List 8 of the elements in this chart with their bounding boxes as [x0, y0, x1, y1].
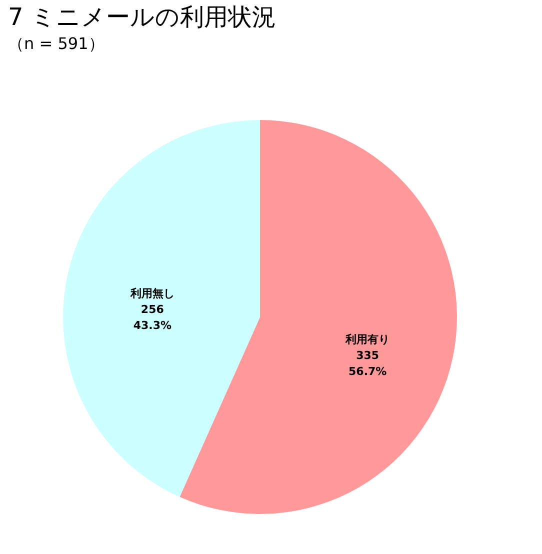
slice-label: 利用無し: [129, 287, 174, 300]
slice-label: 利用有り: [344, 332, 390, 346]
data-label: 335 56.7%: [348, 348, 387, 378]
data-label: 256 43.3%: [133, 303, 172, 332]
chart-title: 7 ミニメールの利用状況: [8, 3, 276, 31]
pie-slice: [180, 120, 457, 514]
chart-subtitle: （n = 591）: [8, 34, 104, 53]
pie-slice: [63, 120, 260, 497]
